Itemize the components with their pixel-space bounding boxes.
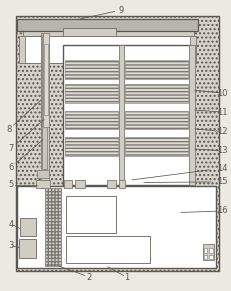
Bar (203, 248, 207, 253)
Bar (23, 20, 193, 36)
Bar (43, 44, 48, 115)
Text: 4: 4 (9, 220, 14, 228)
Bar (62, 45, 193, 185)
Text: 11: 11 (216, 108, 227, 116)
Bar (17, 186, 215, 268)
Bar (65, 60, 118, 79)
Text: 7: 7 (8, 144, 14, 153)
Text: 13: 13 (216, 146, 227, 155)
Text: 16: 16 (216, 207, 227, 215)
Bar (37, 170, 49, 178)
Bar (124, 111, 187, 129)
Bar (19, 36, 25, 63)
Text: 3: 3 (8, 242, 14, 250)
Bar (124, 84, 187, 103)
Text: 1: 1 (123, 273, 128, 281)
Bar (17, 19, 198, 31)
Bar (42, 35, 46, 169)
Bar (124, 60, 187, 79)
Bar (202, 244, 213, 260)
Bar (208, 248, 212, 253)
Text: 6: 6 (8, 163, 14, 172)
Bar (119, 180, 125, 188)
Bar (16, 16, 218, 271)
Bar (20, 218, 36, 236)
Text: 9: 9 (118, 6, 123, 15)
Bar (75, 180, 84, 188)
Bar (65, 111, 118, 129)
Bar (65, 84, 118, 103)
Text: 2: 2 (86, 273, 91, 281)
Bar (36, 180, 50, 188)
Bar (45, 188, 61, 266)
Bar (119, 45, 123, 185)
Bar (203, 255, 207, 259)
Bar (189, 36, 195, 63)
Bar (208, 255, 212, 259)
Bar (43, 33, 49, 127)
Bar (188, 45, 194, 185)
Text: 8: 8 (6, 125, 12, 134)
Text: 5: 5 (9, 180, 14, 189)
Bar (106, 180, 116, 188)
Text: 10: 10 (216, 89, 227, 97)
Bar (124, 137, 187, 156)
Bar (66, 196, 116, 233)
Bar (64, 180, 72, 188)
Bar (19, 239, 36, 258)
Text: 12: 12 (216, 127, 227, 136)
Bar (66, 236, 149, 263)
Bar (40, 33, 49, 188)
Text: 14: 14 (216, 164, 227, 173)
Bar (62, 28, 116, 36)
Bar (19, 36, 195, 63)
Bar (65, 137, 118, 156)
Text: 15: 15 (216, 178, 227, 186)
